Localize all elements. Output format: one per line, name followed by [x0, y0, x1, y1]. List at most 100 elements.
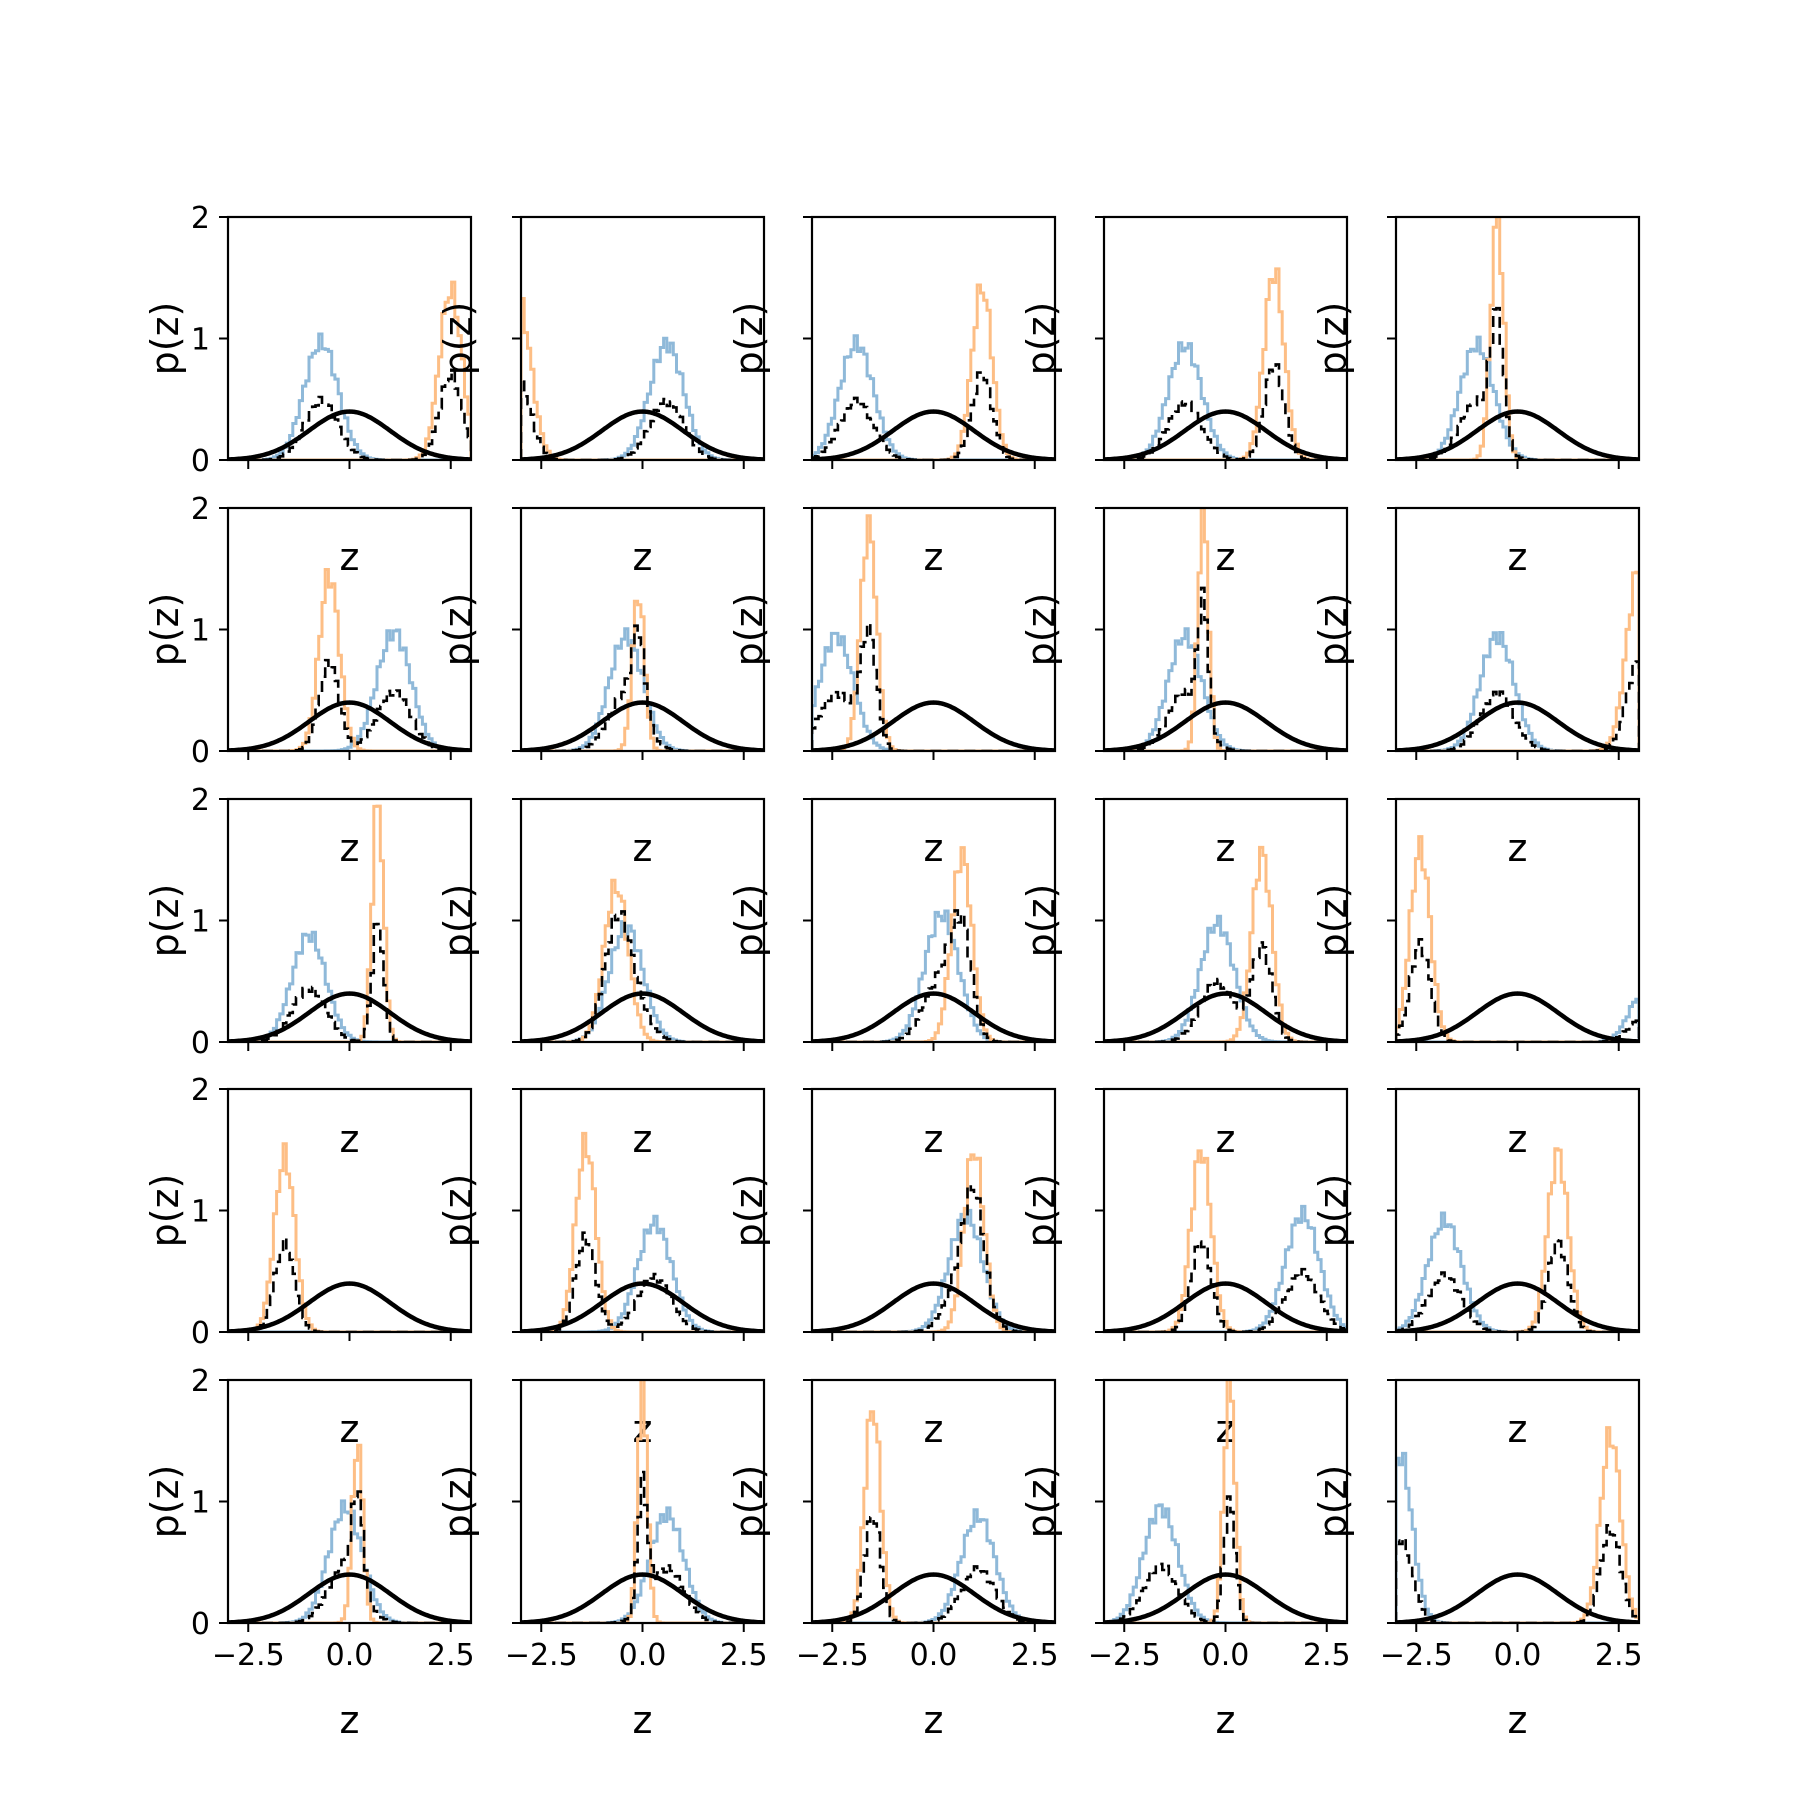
y-axis-label: p(z)	[1311, 302, 1355, 376]
mixture-histogram	[228, 658, 471, 751]
subplot-5-2: −2.5 0.0 2.5 z p(z)	[436, 1378, 768, 1742]
plot-area	[228, 280, 471, 460]
prior-density-curve	[228, 991, 471, 1042]
subplot-1-4: z p(z)	[1019, 215, 1349, 579]
x-axis-label: z	[1216, 1698, 1236, 1742]
y-axis-label: p(z)	[727, 884, 771, 958]
y-tick-label: 2	[191, 1364, 210, 1399]
orange-histogram	[1104, 1149, 1347, 1332]
prior-density-curve	[1104, 1281, 1347, 1332]
subplot-1-1: 0 1 2 z p(z)	[143, 201, 473, 579]
blue-histogram	[1396, 631, 1639, 751]
y-tick-label: 1	[191, 1195, 210, 1230]
x-tick-label: −2.5	[1380, 1638, 1453, 1673]
prior-density-curve	[521, 1281, 764, 1332]
x-axis-label: z	[340, 1407, 360, 1451]
x-axis-label: z	[924, 1698, 944, 1742]
x-tick-label: 2.5	[1595, 1638, 1643, 1673]
prior-density-curve	[812, 991, 1055, 1042]
y-tick-label: 1	[191, 905, 210, 940]
mixture-histogram	[1104, 1240, 1347, 1332]
orange-histogram	[228, 1142, 471, 1332]
subplot-2-1: 0 1 2 z p(z)	[143, 492, 473, 870]
subplot-5-1: −2.5 0.0 2.5 0 1 2 z p(z)	[143, 1364, 475, 1742]
prior-density-curve	[521, 409, 764, 460]
prior-density-curve	[228, 409, 471, 460]
prior-density-curve	[1104, 991, 1347, 1042]
y-axis-label: p(z)	[143, 1174, 187, 1248]
y-tick-label: 1	[191, 614, 210, 649]
plot-area	[1396, 1426, 1639, 1623]
prior-density-curve	[228, 1572, 471, 1623]
y-tick-label: 1	[191, 1486, 210, 1521]
x-tick-label: −2.5	[212, 1638, 285, 1673]
orange-histogram	[228, 1443, 471, 1623]
prior-density-curve	[1396, 1281, 1639, 1332]
y-axis-label: p(z)	[1311, 1465, 1355, 1539]
prior-density-curve	[1396, 991, 1639, 1042]
y-tick-label: 0	[191, 1607, 210, 1642]
prior-density-curve	[1396, 409, 1639, 460]
prior-density-curve	[1104, 409, 1347, 460]
y-axis-label: p(z)	[143, 884, 187, 958]
subplot-3-3: z p(z)	[727, 797, 1057, 1161]
x-axis-label: z	[924, 1117, 944, 1161]
y-axis-label: p(z)	[1019, 884, 1063, 958]
prior-density-curve	[1396, 700, 1639, 751]
x-tick-label: 2.5	[720, 1638, 768, 1673]
plot-area	[228, 568, 471, 751]
x-axis-label: z	[633, 535, 653, 579]
y-tick-label: 2	[191, 201, 210, 236]
x-tick-label: −2.5	[796, 1638, 869, 1673]
x-axis-label: z	[340, 535, 360, 579]
subplot-1-5: z p(z)	[1311, 215, 1641, 579]
x-tick-label: −2.5	[505, 1638, 578, 1673]
mixture-histogram	[1396, 306, 1639, 460]
y-axis-label: p(z)	[143, 302, 187, 376]
prior-density-curve	[228, 1281, 471, 1332]
subplot-3-4: z p(z)	[1019, 797, 1349, 1161]
subplot-1-2: z p(z)	[436, 215, 766, 579]
axes-frame	[1394, 215, 1641, 462]
orange-histogram	[1396, 217, 1639, 460]
x-tick-label: 2.5	[1011, 1638, 1059, 1673]
subplot-4-2: z p(z)	[436, 1087, 766, 1451]
x-axis-label: z	[340, 1698, 360, 1742]
blue-histogram	[228, 930, 471, 1042]
y-axis-label: p(z)	[436, 302, 480, 376]
y-tick-label: 2	[191, 492, 210, 527]
plot-area	[812, 283, 1055, 460]
y-axis-label: p(z)	[1019, 1465, 1063, 1539]
plot-area	[1396, 570, 1639, 751]
x-tick-label: 0.0	[1202, 1638, 1250, 1673]
y-axis-label: p(z)	[436, 1465, 480, 1539]
y-tick-label: 1	[191, 323, 210, 358]
y-axis-label: p(z)	[436, 593, 480, 667]
x-axis-label: z	[340, 1117, 360, 1161]
blue-histogram	[228, 1499, 471, 1623]
plot-area	[1104, 267, 1347, 460]
y-tick-label: 0	[191, 735, 210, 770]
y-axis-label: p(z)	[436, 884, 480, 958]
x-axis-label: z	[633, 1117, 653, 1161]
plot-area	[1104, 1149, 1347, 1332]
y-axis-label: p(z)	[727, 302, 771, 376]
prior-density-curve	[228, 700, 471, 751]
orange-histogram	[1396, 1426, 1639, 1623]
x-axis-label: z	[1508, 826, 1528, 870]
orange-histogram	[228, 280, 471, 460]
x-axis-label: z	[924, 535, 944, 579]
blue-histogram	[521, 336, 764, 460]
y-axis-label: p(z)	[436, 1174, 480, 1248]
prior-density-curve	[812, 1572, 1055, 1623]
prior-density-curve	[1104, 1572, 1347, 1623]
subplot-5-3: −2.5 0.0 2.5 z p(z)	[727, 1378, 1059, 1742]
orange-histogram	[521, 599, 764, 751]
subplot-4-3: z p(z)	[727, 1087, 1057, 1451]
x-axis-label: z	[633, 1407, 653, 1451]
x-axis-label: z	[1508, 535, 1528, 579]
y-axis-label: p(z)	[727, 1465, 771, 1539]
y-tick-label: 2	[191, 783, 210, 818]
y-axis-label: p(z)	[1019, 302, 1063, 376]
